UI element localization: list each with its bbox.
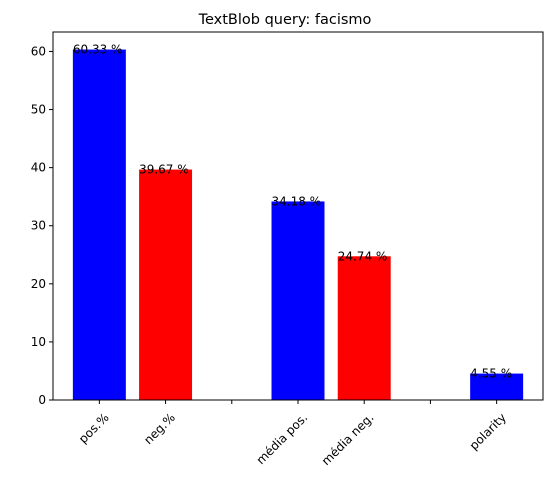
x-tick-label-3: média pos. — [254, 410, 311, 467]
bar-value-label-0: 60.33 % — [73, 43, 123, 57]
y-tick-label-2: 20 — [31, 277, 46, 291]
x-tick-label-1: neg.% — [141, 410, 178, 447]
x-axis: pos.% neg.% média pos. média neg. polarity — [76, 400, 509, 468]
bar-2 — [271, 201, 325, 400]
y-axis: 0 10 20 30 40 50 60 — [31, 44, 53, 407]
y-tick-label-6: 60 — [31, 44, 46, 58]
bar-4 — [470, 373, 524, 400]
bar-1 — [139, 169, 193, 400]
x-tick-label-0: pos.% — [76, 410, 112, 446]
y-tick-label-0: 0 — [38, 393, 46, 407]
bar-3 — [337, 256, 391, 400]
bars-layer — [72, 49, 524, 400]
y-tick-label-4: 40 — [31, 161, 46, 175]
bar-value-label-4: 4.55 % — [470, 367, 512, 381]
bar-value-label-1: 39.67 % — [139, 163, 189, 177]
y-tick-label-5: 50 — [31, 103, 46, 117]
plot-frame — [52, 31, 544, 401]
bar-value-label-3: 24.74 % — [338, 249, 388, 263]
data-labels-layer: 60.33 % 39.67 % 34.18 % 24.74 % 4.55 % — [73, 43, 512, 381]
chart-title: TextBlob query: facismo — [198, 12, 372, 28]
y-tick-label-1: 10 — [31, 335, 46, 349]
y-tick-label-3: 30 — [31, 219, 46, 233]
x-tick-label-6: polarity — [467, 410, 509, 452]
bar-0 — [72, 49, 126, 400]
bar-value-label-2: 34.18 % — [272, 194, 322, 208]
x-tick-label-4: média neg. — [319, 410, 377, 468]
